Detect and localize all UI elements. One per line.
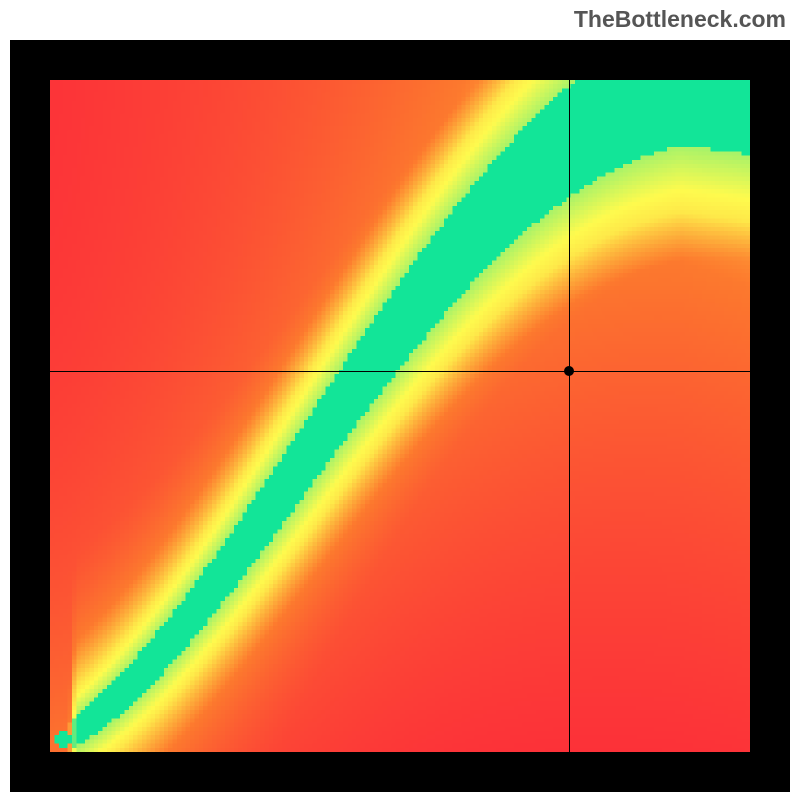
watermark-text: TheBottleneck.com — [574, 6, 786, 33]
crosshair-horizontal — [50, 371, 750, 372]
plot-area — [50, 80, 750, 752]
crosshair-vertical — [569, 80, 570, 752]
heatmap-canvas — [50, 80, 750, 752]
marker-point — [564, 366, 574, 376]
chart-container: TheBottleneck.com — [0, 0, 800, 800]
